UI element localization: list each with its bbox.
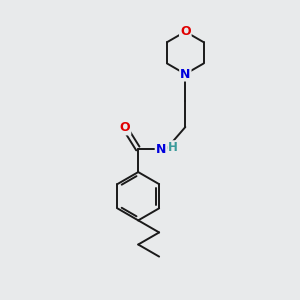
Text: H: H [168, 141, 178, 154]
Text: N: N [156, 142, 166, 156]
Text: N: N [180, 68, 190, 80]
Text: O: O [120, 122, 130, 134]
Text: O: O [180, 25, 190, 38]
